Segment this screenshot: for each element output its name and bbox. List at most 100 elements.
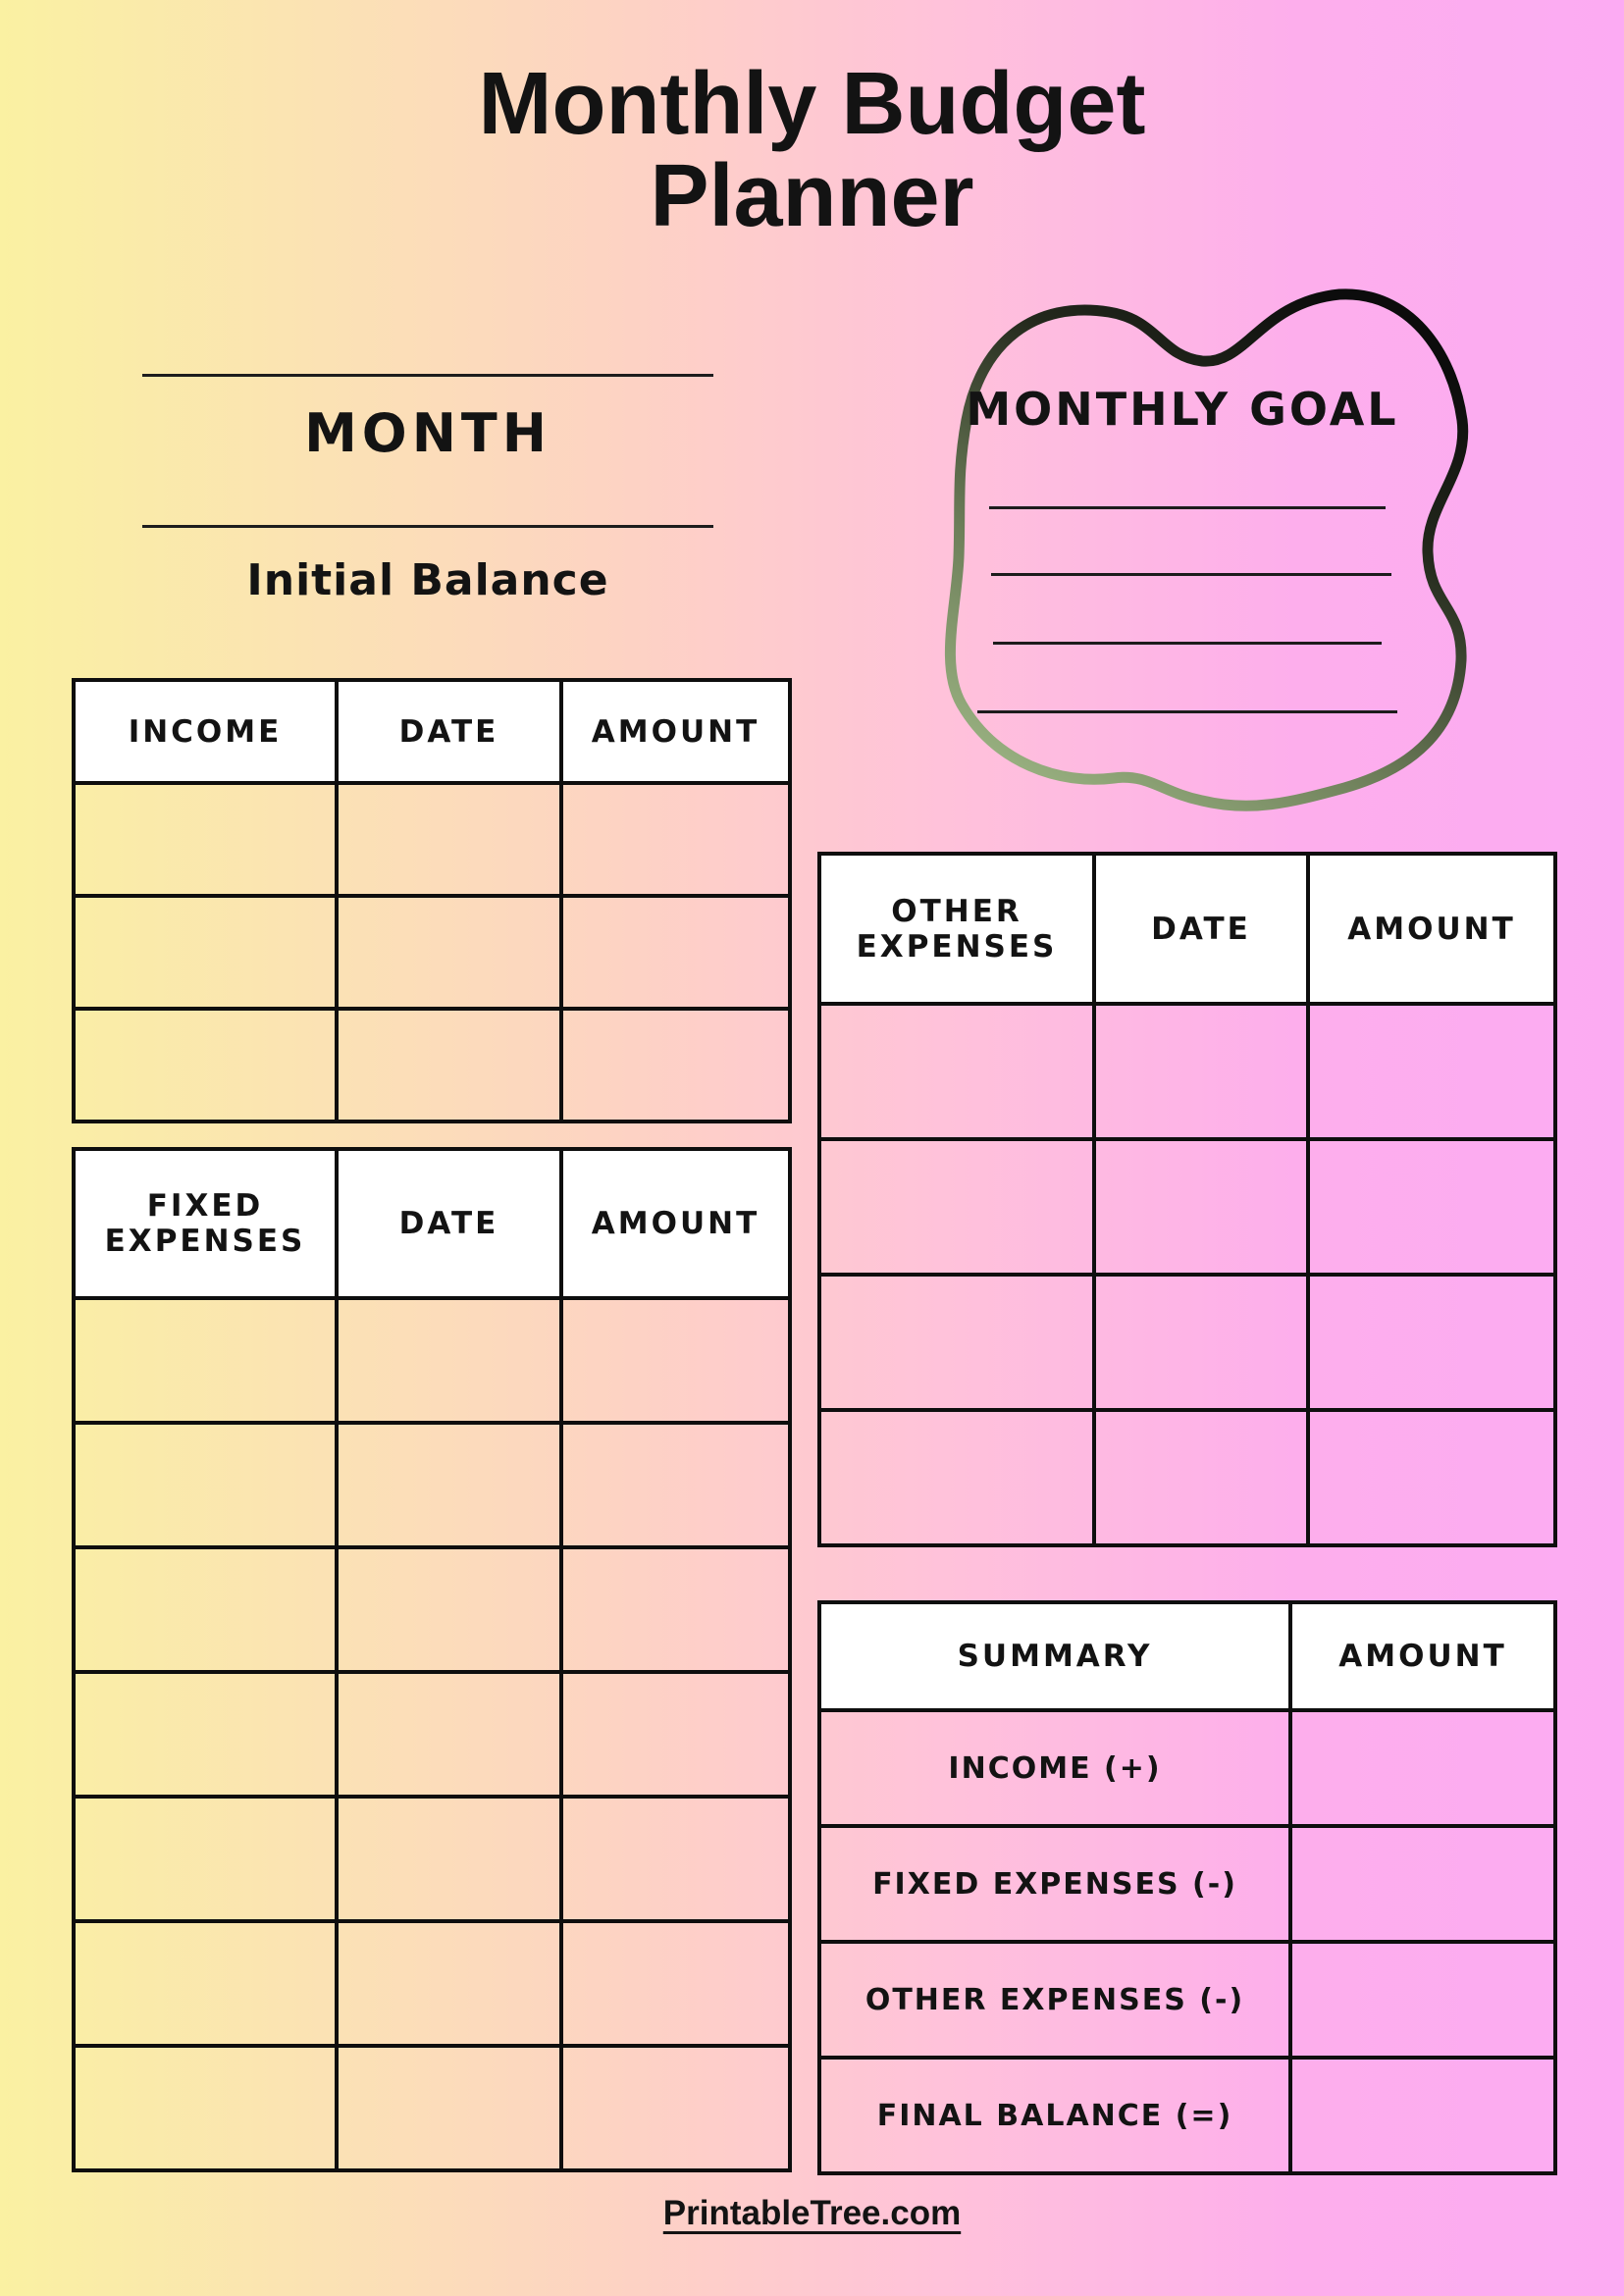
empty-cell: [335, 1296, 563, 1425]
goal-writing-line: [993, 642, 1382, 645]
empty-cell: [335, 1421, 563, 1549]
date-header: DATE: [1092, 852, 1310, 1006]
other-expenses-table: OTHER EXPENSES DATE AMOUNT: [817, 852, 1557, 1547]
empty-cell: [1092, 1002, 1310, 1141]
empty-cell: [1306, 1137, 1557, 1277]
table-row: OTHER EXPENSES (-): [817, 1940, 1557, 2060]
empty-cell: [335, 1670, 563, 1799]
table-row: [817, 1273, 1557, 1412]
empty-cell: [1306, 1408, 1557, 1547]
empty-cell: [817, 1273, 1096, 1412]
empty-cell: [335, 894, 563, 1011]
empty-cell: [72, 2044, 339, 2172]
table-row: [72, 1421, 792, 1549]
empty-cell: [559, 1421, 792, 1549]
goal-writing-line: [989, 506, 1386, 509]
empty-cell: [335, 1795, 563, 1923]
empty-cell: [1288, 2056, 1557, 2175]
other-expenses-header: OTHER EXPENSES: [817, 852, 1096, 1006]
empty-cell: [335, 781, 563, 898]
empty-cell: [1092, 1137, 1310, 1277]
empty-cell: [817, 1408, 1096, 1547]
empty-cell: [559, 781, 792, 898]
empty-cell: [72, 1670, 339, 1799]
date-header: DATE: [335, 1147, 563, 1300]
fixed-expenses-header-row: FIXED EXPENSES DATE AMOUNT: [72, 1147, 792, 1300]
empty-cell: [72, 894, 339, 1011]
empty-cell: [72, 1919, 339, 2048]
empty-cell: [817, 1137, 1096, 1277]
amount-header: AMOUNT: [1288, 1600, 1557, 1712]
month-bottom-line: [142, 525, 713, 528]
summary-header-row: SUMMARY AMOUNT: [817, 1600, 1557, 1712]
income-table-body: [72, 781, 792, 1123]
other-expenses-header-row: OTHER EXPENSES DATE AMOUNT: [817, 852, 1557, 1006]
table-row: [72, 1296, 792, 1425]
empty-cell: [559, 2044, 792, 2172]
monthly-goal-blob-outline: [944, 288, 1469, 811]
empty-cell: [559, 894, 792, 1011]
empty-cell: [72, 1545, 339, 1674]
page-title-line2: Planner: [650, 146, 974, 245]
empty-cell: [559, 1545, 792, 1674]
fixed-expenses-table-body: [72, 1296, 792, 2172]
empty-cell: [1288, 1940, 1557, 2060]
summary-table: SUMMARY AMOUNT INCOME (+) FIXED EXPENSES …: [817, 1600, 1557, 2175]
summary-row-label: FINAL BALANCE (=): [817, 2056, 1292, 2175]
empty-cell: [335, 1919, 563, 2048]
empty-cell: [335, 1545, 563, 1674]
monthly-goal-title: MONTHLY GOAL: [966, 383, 1399, 436]
empty-cell: [559, 1296, 792, 1425]
empty-cell: [1306, 1002, 1557, 1141]
table-row: [817, 1137, 1557, 1277]
empty-cell: [72, 1007, 339, 1123]
income-header: INCOME: [72, 678, 339, 785]
month-top-line: [142, 374, 713, 377]
amount-header: AMOUNT: [559, 678, 792, 785]
table-row: [817, 1002, 1557, 1141]
initial-balance-label: Initial Balance: [246, 555, 609, 605]
empty-cell: [1306, 1273, 1557, 1412]
empty-cell: [1288, 1708, 1557, 1828]
summary-row-label: INCOME (+): [817, 1708, 1292, 1828]
other-expenses-table-body: [817, 1002, 1557, 1547]
table-row: FINAL BALANCE (=): [817, 2056, 1557, 2175]
income-table: INCOME DATE AMOUNT: [72, 678, 792, 1123]
table-row: [72, 894, 792, 1011]
table-row: [72, 1919, 792, 2048]
table-row: [817, 1408, 1557, 1547]
empty-cell: [335, 1007, 563, 1123]
summary-header: SUMMARY: [817, 1600, 1292, 1712]
empty-cell: [1092, 1273, 1310, 1412]
income-table-header-row: INCOME DATE AMOUNT: [72, 678, 792, 785]
empty-cell: [72, 1296, 339, 1425]
date-header: DATE: [335, 678, 563, 785]
goal-writing-line: [991, 573, 1391, 576]
empty-cell: [559, 1007, 792, 1123]
empty-cell: [1288, 1824, 1557, 1944]
goal-writing-line: [977, 710, 1397, 713]
page-title: Monthly Budget Planner: [0, 58, 1624, 245]
empty-cell: [559, 1919, 792, 2048]
summary-row-label: OTHER EXPENSES (-): [817, 1940, 1292, 2060]
table-row: [72, 1670, 792, 1799]
empty-cell: [72, 781, 339, 898]
month-label: MONTH: [304, 402, 551, 464]
table-row: [72, 1545, 792, 1674]
printabletree-link[interactable]: PrintableTree.com: [662, 2194, 962, 2232]
summary-table-body: INCOME (+) FIXED EXPENSES (-) OTHER EXPENS…: [817, 1708, 1557, 2175]
empty-cell: [72, 1421, 339, 1549]
amount-header: AMOUNT: [1306, 852, 1557, 1006]
amount-header: AMOUNT: [559, 1147, 792, 1300]
fixed-expenses-header: FIXED EXPENSES: [72, 1147, 339, 1300]
empty-cell: [559, 1670, 792, 1799]
table-row: FIXED EXPENSES (-): [817, 1824, 1557, 1944]
fixed-expenses-table: FIXED EXPENSES DATE AMOUNT: [72, 1147, 792, 2172]
empty-cell: [817, 1002, 1096, 1141]
table-row: [72, 1795, 792, 1923]
empty-cell: [1092, 1408, 1310, 1547]
table-row: [72, 2044, 792, 2172]
table-row: INCOME (+): [817, 1708, 1557, 1828]
empty-cell: [72, 1795, 339, 1923]
